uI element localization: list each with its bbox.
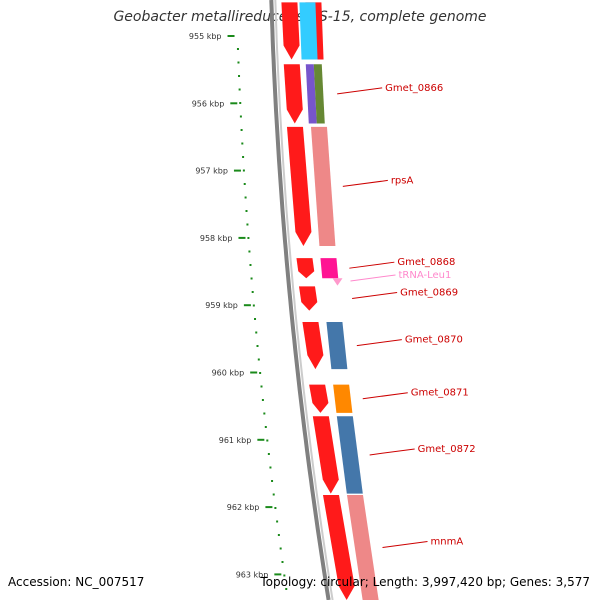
scale-dot [261, 399, 264, 401]
backbone-line [269, 0, 331, 600]
scale-tick-label: 963 kbp [236, 570, 269, 579]
accession-text: Accession: NC_007517 [8, 575, 145, 589]
gene-label[interactable]: tRNA-Leu1 [398, 270, 451, 281]
gene-label[interactable]: Gmet_0868 [397, 257, 455, 268]
scale-dot [259, 372, 262, 374]
scale-tick-label: 958 kbp [200, 234, 233, 243]
cog-bar [333, 384, 353, 413]
scale-dot [242, 156, 245, 158]
gene-label[interactable]: Gmet_0872 [418, 444, 476, 455]
cds-arrow [283, 64, 303, 124]
scale-dot [285, 588, 288, 590]
cds-arrow [322, 494, 355, 600]
scale-tick-label: 961 kbp [219, 436, 252, 445]
scale-dot [240, 129, 243, 131]
cds-arrow [312, 416, 339, 494]
scale-dot [239, 115, 242, 118]
gene-label[interactable]: Gmet_0866 [385, 83, 443, 94]
cog-bar [320, 258, 339, 279]
scale-dot [245, 210, 248, 212]
scale-dot [241, 142, 244, 145]
label-leader [342, 179, 388, 187]
scale-tick-label: 955 kbp [189, 32, 222, 41]
scale-tick-label: 962 kbp [227, 503, 260, 512]
label-leader [356, 339, 402, 347]
label-leader [382, 540, 428, 548]
label-leader [337, 87, 383, 95]
cds-arrow [302, 322, 324, 370]
scale-ticks: 955 kbp 956 kbp 957 kbp 958 kbp 959 kbp 960 k… [189, 32, 282, 579]
scale-dot [281, 561, 284, 563]
scale-dot [277, 534, 280, 536]
cog-bar [336, 416, 363, 494]
scale-dot [257, 358, 260, 361]
scale-dot [238, 75, 241, 77]
scale-tick-label: 956 kbp [192, 99, 225, 108]
scale-dot [248, 250, 251, 253]
cog-bar [299, 2, 318, 60]
topology-text: Topology: circular; Length: 3,997,420 bp… [260, 575, 590, 589]
cds-arrow [281, 2, 300, 60]
scale-dot [251, 291, 254, 293]
scale-tick-label: 960 kbp [212, 369, 245, 378]
feature-labels: Gmet_0866 rpsA Gmet_0868 tRNA-Leu1 Gmet_0869… [337, 83, 476, 548]
backbone-highlight [274, 0, 334, 600]
scale-dot [249, 264, 252, 266]
scale-dot [260, 385, 263, 388]
scale-dot [238, 88, 241, 91]
gene-label[interactable]: Gmet_0871 [411, 388, 469, 399]
scale-dot [255, 331, 258, 334]
scale-dot [283, 574, 286, 577]
cds-arrow [296, 258, 315, 279]
label-leader [352, 291, 398, 299]
scale-dot [272, 493, 275, 496]
cog-bar [326, 322, 348, 370]
scale-dot [256, 345, 259, 347]
scale-tick-label: 959 kbp [205, 301, 238, 310]
gene-label[interactable]: Gmet_0869 [400, 287, 458, 298]
cog-bar [313, 64, 325, 124]
scale-tick-label: 957 kbp [195, 167, 228, 176]
scale-dot [263, 412, 266, 415]
scale-dots [236, 48, 288, 590]
scale-dot [244, 196, 247, 199]
feature-track [281, 2, 379, 600]
cog-bar [305, 64, 317, 124]
scale-dot [237, 61, 240, 64]
label-leader [362, 392, 408, 400]
label-leader [369, 448, 415, 456]
scale-dot [279, 547, 282, 550]
scale-dot [266, 439, 269, 442]
gene-label[interactable]: Gmet_0870 [405, 335, 463, 346]
cds-arrow [309, 384, 329, 413]
cds-arrow [298, 286, 318, 311]
scale-dot [250, 277, 253, 280]
scale-dot [236, 48, 239, 50]
backbone-arc [269, 0, 334, 600]
scale-dot [274, 507, 277, 509]
scale-dot [242, 169, 245, 172]
scale-dot [269, 466, 272, 469]
scale-dot [252, 304, 255, 307]
scale-dot [267, 453, 270, 455]
scale-dot [239, 102, 242, 104]
label-leader [350, 274, 396, 282]
scale-dot [243, 183, 246, 185]
scale-dot [246, 223, 249, 226]
cog-bar [346, 494, 379, 600]
cog-bar [310, 126, 336, 246]
scale-dot [264, 426, 267, 428]
gene-label[interactable]: rpsA [391, 175, 414, 186]
gene-label[interactable]: mnmA [431, 536, 464, 547]
trna-feature [332, 278, 343, 286]
scale-dot [247, 237, 250, 239]
scale-dot [271, 480, 274, 482]
cds-arrow [286, 126, 312, 246]
label-leader [349, 261, 395, 269]
scale-dot [254, 318, 257, 320]
scale-dot [276, 520, 279, 523]
